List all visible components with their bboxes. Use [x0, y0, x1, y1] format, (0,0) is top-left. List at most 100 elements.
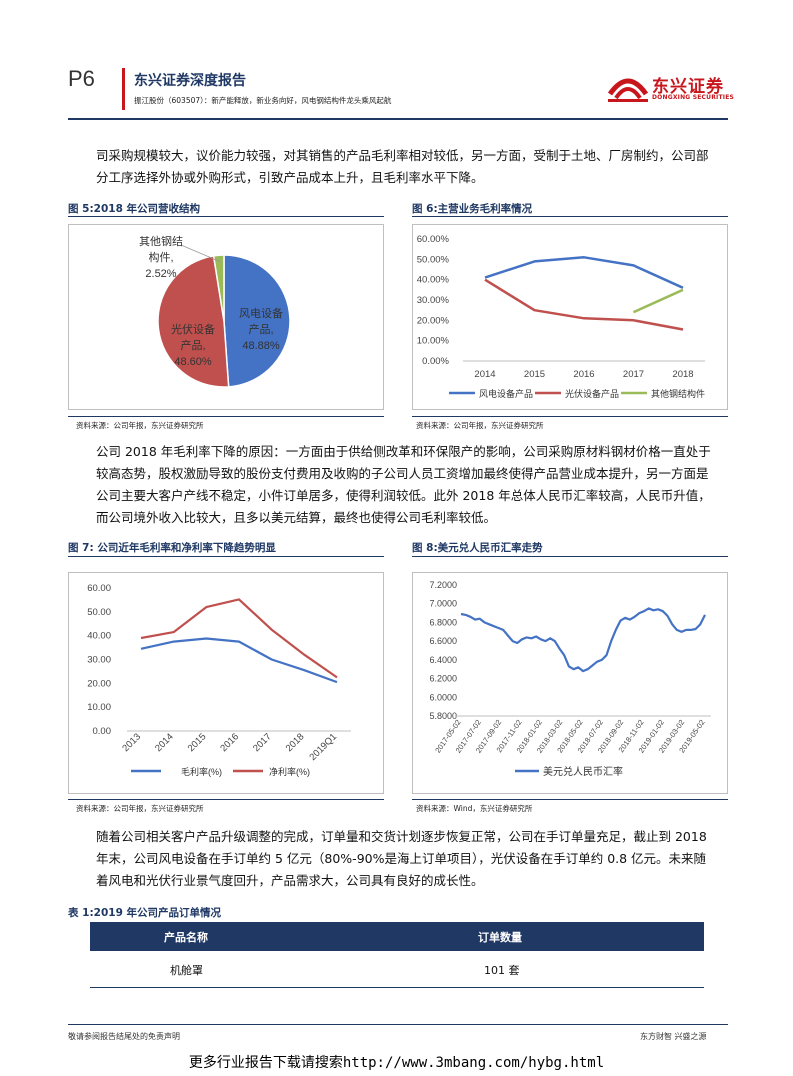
- fig8-ytick: 6.0000: [429, 692, 457, 702]
- fig5-label-other-1: 其他钢结: [139, 235, 183, 248]
- fig6-xtick: 2018: [672, 369, 693, 380]
- fig6-title: 图 6:主营业务毛利率情况: [412, 203, 533, 215]
- fig6-legend-pv: 光伏设备产品: [565, 388, 619, 399]
- table-cell-quantity: 101 套: [484, 964, 520, 977]
- fig8-ytick: 6.4000: [429, 655, 457, 665]
- paragraph-1: 司采购规模较大，议价能力较强，对其销售的产品毛利率相对较低，另一方面，受制于土地…: [96, 148, 709, 185]
- fig7-title-rule: [68, 556, 384, 557]
- report-type-title: 东兴证券深度报告: [134, 73, 246, 89]
- fig5-leader-line: [180, 244, 222, 263]
- fig8-ytick: 6.6000: [429, 636, 457, 646]
- fig8-ytick: 6.8000: [429, 617, 457, 627]
- fig8-ytick: 7.2000: [429, 580, 457, 590]
- fig8-ytick: 5.8000: [429, 711, 457, 721]
- fig7-xtick: 2013: [120, 731, 143, 754]
- fig6-title-rule: [412, 216, 728, 217]
- fig6-chart-box: 0.00% 10.00% 20.00% 30.00% 40.00% 50.00% 60.00…: [412, 224, 728, 410]
- fig5-pie-slice-2: [212, 254, 225, 322]
- fig7-xtick: 2015: [186, 731, 209, 754]
- fig6-legend-wind: 风电设备产品: [479, 388, 533, 399]
- fig5-label-other-value: 2.52%: [145, 268, 176, 280]
- banner-text: 更多行业报告下载请搜索: [188, 1055, 343, 1071]
- fig8-legend: 美元兑人民币汇率: [543, 765, 623, 778]
- fig7-xtick: 2019Q1: [307, 731, 339, 763]
- fig7-ytick: 60.00: [87, 583, 111, 594]
- fig7-xtick: 2016: [218, 731, 241, 754]
- fig5-label-pv-1: 光伏设备: [171, 322, 215, 336]
- fig7-ytick: 50.00: [87, 607, 111, 618]
- fig7-ytick: 30.00: [87, 655, 111, 666]
- fig5-pie-slice-0: [223, 254, 291, 388]
- fig6-line-chart: 0.00% 10.00% 20.00% 30.00% 40.00% 50.00% 60.00…: [417, 234, 705, 399]
- fig6-ytick: 30.00%: [417, 295, 450, 306]
- fig5-title: 图 5:2018 年公司营收结构: [68, 203, 201, 215]
- fig6-series-2: [632, 288, 684, 314]
- fig6-xtick: 2017: [623, 369, 644, 380]
- fig6-ytick: 50.00%: [417, 254, 450, 265]
- fig8-title-rule: [412, 556, 728, 557]
- fig5-bottom-rule: [68, 416, 384, 417]
- footer-slogan: 东方财智 兴盛之源: [640, 1032, 707, 1041]
- fig7-ytick: 10.00: [87, 702, 111, 713]
- paragraph-2: 公司 2018 年毛利率下降的原因：一方面由于供给侧改革和环保限产的影响，公司采…: [96, 444, 711, 525]
- table-cell-product: 机舱罩: [170, 964, 203, 977]
- logo-text-cn: 东兴证券: [652, 77, 724, 97]
- fig7-title: 图 7: 公司近年毛利率和净利率下降趋势明显: [68, 542, 276, 554]
- table-title: 表 1:2019 年公司产品订单情况: [68, 907, 222, 919]
- fig7-xtick: 2017: [251, 731, 274, 754]
- footer-disclaimer: 敬请参阅报告结尾处的免责声明: [68, 1032, 180, 1041]
- paragraph-3: 随着公司相关客户产品升级调整的完成，订单量和交货计划逐步恢复正常，公司在手订单量…: [96, 829, 707, 888]
- table-bottom-rule: [90, 987, 704, 988]
- table-header-product: 产品名称: [164, 931, 208, 944]
- fig8-ytick: 7.0000: [429, 599, 457, 609]
- fig5-pie-chart: 其他钢结 构件, 2.52% 风电设备 产品, 48.88% 光伏设备 产品, …: [139, 235, 291, 388]
- fig6-xtick: 2015: [524, 369, 545, 380]
- fig7-series-0: [140, 637, 338, 684]
- dongxing-logo-icon: [607, 78, 649, 102]
- fig8-source: 资料来源：Wind，东兴证券研究所: [416, 804, 533, 813]
- download-banner: 更多行业报告下载请搜索http://www.3mbang.com/hybg.ht…: [0, 1052, 793, 1072]
- report-subtitle: 振江股份（603507）：新产能释放，新业务向好，风电钢结构件龙头乘风起航: [134, 96, 392, 105]
- page-number: P6: [68, 66, 95, 91]
- footer-divider: [68, 1024, 728, 1025]
- fig7-xtick: 2014: [153, 731, 176, 754]
- table-header-row: [90, 922, 704, 951]
- fig7-source: 资料来源：公司年报，东兴证券研究所: [76, 804, 204, 813]
- fig6-series-1: [484, 278, 684, 331]
- fig5-label-pv-2: 产品,: [180, 338, 205, 352]
- fig6-ytick: 20.00%: [417, 315, 450, 326]
- fig6-ytick: 60.00%: [417, 234, 450, 245]
- logo-text-en: DONGXING SECURITIES: [652, 94, 735, 101]
- fig6-ytick: 40.00%: [417, 275, 450, 286]
- fig6-bottom-rule: [412, 416, 728, 417]
- fig7-line-chart: 0.00 10.00 20.00 30.00 40.00 50.00 60.00 2013 2…: [87, 583, 351, 777]
- fig6-ytick: 10.00%: [417, 336, 450, 347]
- fig7-ytick: 40.00: [87, 631, 111, 642]
- header-accent-bar: [122, 68, 125, 110]
- fig7-xtick: 2018: [284, 731, 307, 754]
- table-header-quantity: 订单数量: [478, 931, 522, 944]
- fig5-label-wind-1: 风电设备: [239, 306, 283, 320]
- fig7-series-1: [140, 598, 338, 679]
- fig6-legend-other: 其他钢结构件: [651, 388, 705, 399]
- fig8-ytick: 6.2000: [429, 674, 457, 684]
- fig5-label-pv-value: 48.60%: [174, 356, 212, 368]
- fig8-line-chart: 5.8000 6.0000 6.2000 6.4000 6.6000 6.8000 7.00…: [429, 580, 711, 778]
- banner-url[interactable]: http://www.3mbang.com/hybg.html: [342, 1055, 605, 1071]
- fig5-pie-slice-1: [157, 254, 230, 388]
- fig8-series-0: [460, 607, 706, 673]
- fig5-source: 资料来源：公司年报，东兴证券研究所: [76, 421, 204, 430]
- fig5-title-rule: [68, 216, 384, 217]
- fig7-legend-net: 净利率(%): [269, 766, 310, 777]
- fig8-chart-box: 5.8000 6.0000 6.2000 6.4000 6.6000 6.8000 7.00…: [412, 572, 728, 794]
- fig6-xtick: 2016: [573, 369, 594, 380]
- fig6-xtick: 2014: [474, 369, 495, 380]
- fig7-legend-gross: 毛利率(%): [181, 766, 222, 777]
- fig6-source: 资料来源：公司年报，东兴证券研究所: [416, 421, 544, 430]
- fig5-label-other-2: 构件,: [148, 250, 173, 264]
- fig5-label-wind-value: 48.88%: [242, 340, 280, 352]
- fig8-title: 图 8:美元兑人民币汇率走势: [412, 542, 543, 554]
- fig5-chart-box: 其他钢结 构件, 2.52% 风电设备 产品, 48.88% 光伏设备 产品, …: [68, 224, 384, 410]
- header-divider: [68, 118, 728, 120]
- fig7-chart-box: 0.00 10.00 20.00 30.00 40.00 50.00 60.00 2013 2…: [68, 572, 384, 794]
